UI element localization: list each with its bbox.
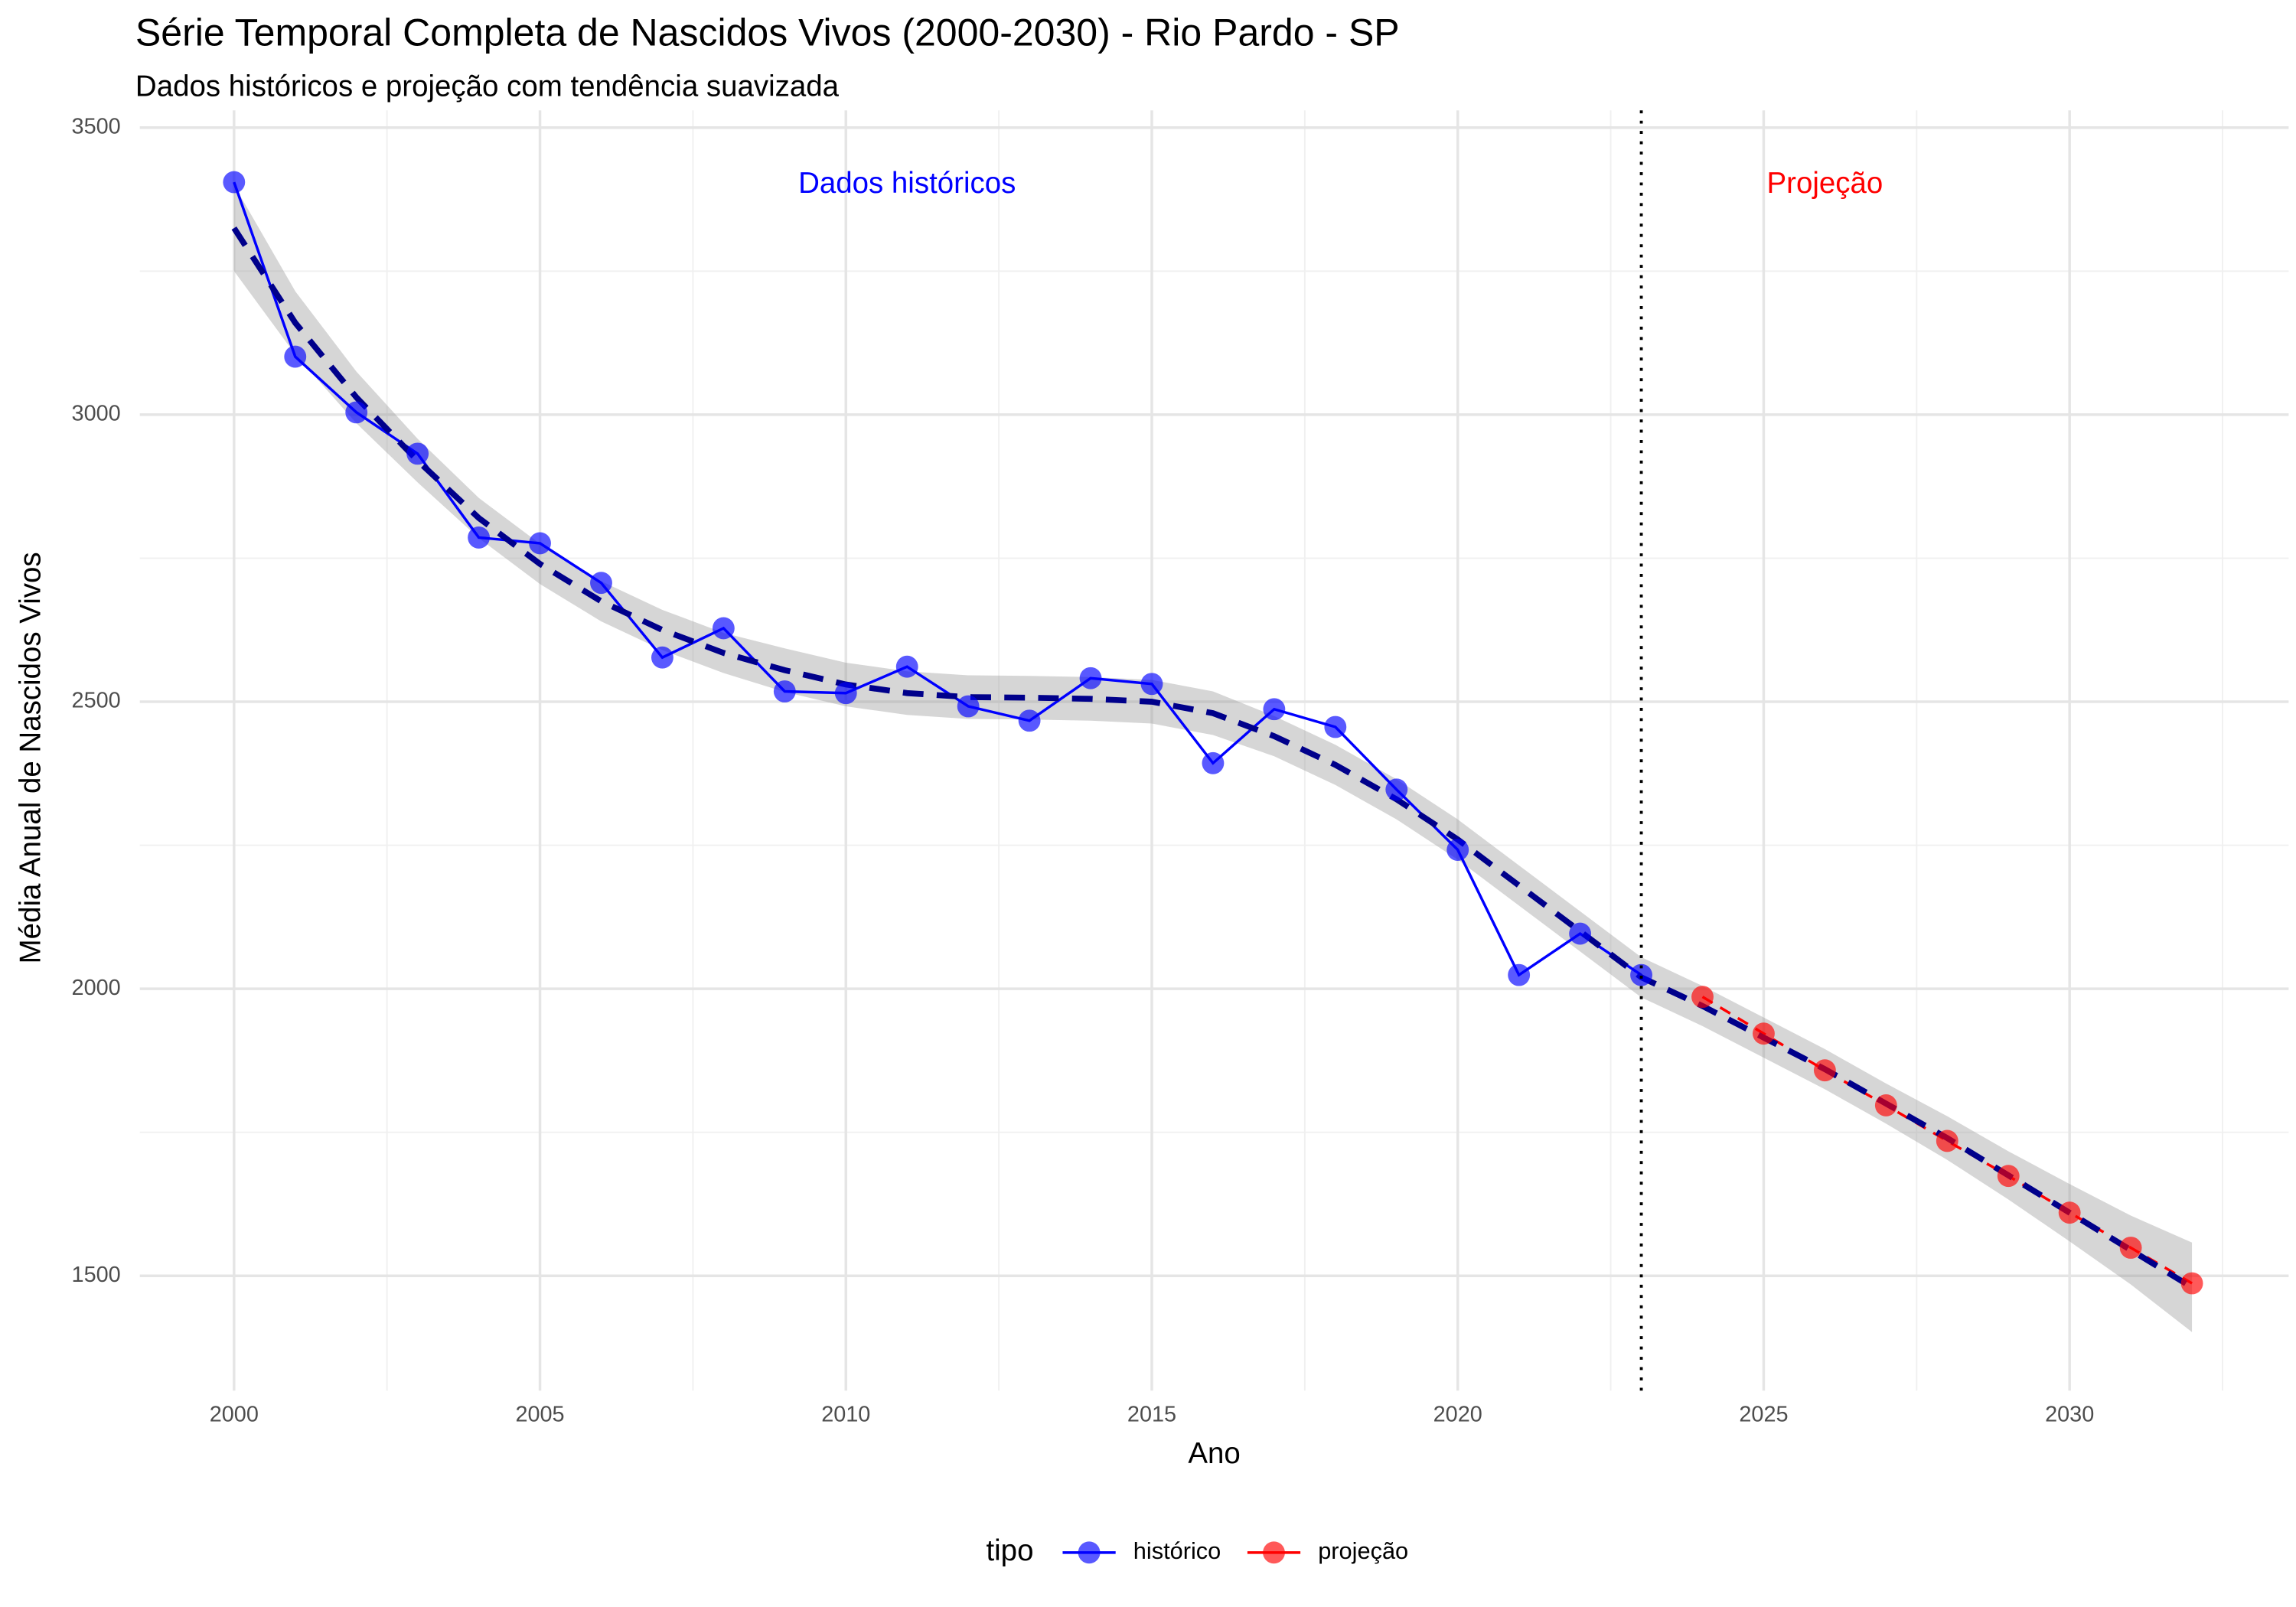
trend-line xyxy=(231,226,2194,1290)
annotation: Dados históricos xyxy=(798,167,1016,200)
data-point xyxy=(1140,673,1163,696)
data-point xyxy=(2180,1272,2203,1295)
y-tick-label: 2500 xyxy=(72,689,121,713)
series-line xyxy=(233,181,1642,977)
data-point xyxy=(468,526,491,549)
data-point xyxy=(712,617,735,640)
data-point xyxy=(284,345,307,368)
data-point xyxy=(834,682,857,705)
y-tick-label: 3000 xyxy=(72,401,121,425)
x-tick-label: 2000 xyxy=(210,1403,259,1427)
data-point xyxy=(345,401,368,424)
x-tick-label: 2010 xyxy=(821,1403,870,1427)
legend-marker xyxy=(1078,1541,1101,1564)
data-point xyxy=(1813,1059,1836,1082)
data-point xyxy=(1385,778,1408,801)
data-point xyxy=(1324,715,1347,738)
data-point xyxy=(2058,1201,2081,1224)
data-point xyxy=(1202,751,1225,774)
x-tick-label: 2005 xyxy=(515,1403,564,1427)
chart-title: Série Temporal Completa de Nascidos Vivo… xyxy=(135,11,1400,54)
data-point xyxy=(529,532,551,555)
data-point xyxy=(773,680,796,702)
x-tick-label: 2015 xyxy=(1127,1403,1176,1427)
x-tick-label: 2025 xyxy=(1739,1403,1788,1427)
chart-subtitle: Dados históricos e projeção com tendênci… xyxy=(135,70,840,103)
y-tick-label: 1500 xyxy=(72,1263,121,1287)
data-point xyxy=(651,646,673,669)
data-point xyxy=(406,442,429,465)
annotation: Projeção xyxy=(1767,167,1883,200)
data-point xyxy=(1753,1022,1775,1045)
data-point xyxy=(1569,922,1592,945)
y-tick-label: 2000 xyxy=(72,976,121,1000)
x-tick-label: 2030 xyxy=(2045,1403,2094,1427)
legend-label: histórico xyxy=(1133,1537,1221,1564)
legend-marker xyxy=(1263,1541,1285,1564)
data-point xyxy=(223,171,246,194)
data-point xyxy=(590,572,612,595)
data-point xyxy=(1018,709,1041,732)
x-axis-label: Ano xyxy=(1188,1437,1240,1470)
grid: 2000 2005 2010 2015 2020 2025 2030 1500 2000 2500… xyxy=(72,110,2289,1427)
data-point xyxy=(1630,963,1652,986)
x-tick-label: 2020 xyxy=(1433,1403,1482,1427)
data-point xyxy=(1508,963,1531,986)
legend: tipo histórico projeção xyxy=(986,1534,1408,1567)
data-point xyxy=(957,695,980,718)
data-point xyxy=(2119,1237,2142,1259)
legend-label: projeção xyxy=(1318,1537,1408,1564)
data-point xyxy=(895,655,918,678)
y-tick-label: 3500 xyxy=(72,114,121,139)
legend-title: tipo xyxy=(986,1534,1033,1567)
data-point xyxy=(1446,839,1469,861)
data-point xyxy=(1079,667,1102,689)
plot-area: Dados históricos Projeção xyxy=(223,110,2203,1391)
data-point xyxy=(1874,1094,1897,1116)
data-point xyxy=(1691,986,1714,1009)
data-point xyxy=(1263,698,1286,721)
data-point xyxy=(1936,1129,1958,1152)
data-point xyxy=(1997,1165,2020,1188)
y-axis-label: Média Anual de Nascidos Vivos xyxy=(14,552,47,963)
